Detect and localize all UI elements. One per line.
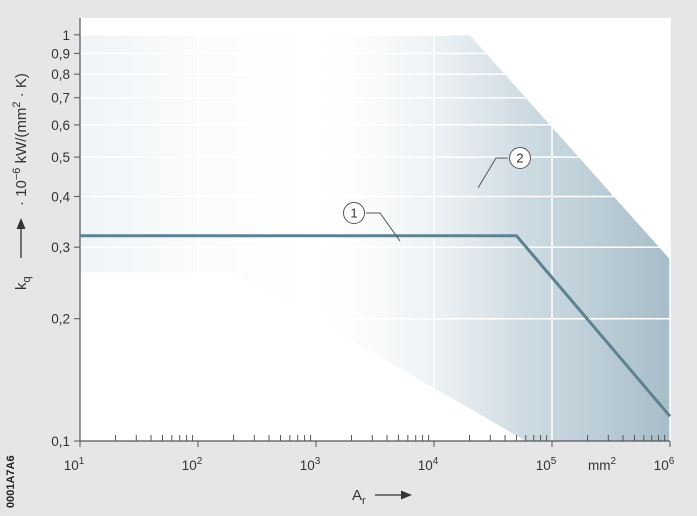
- y-tick-label: 0,4: [51, 189, 70, 204]
- x-tick-base: 10: [418, 458, 433, 473]
- x-tick-base: 10: [536, 458, 551, 473]
- x-tick-base: 10: [654, 458, 669, 473]
- series-1-line: [80, 234, 672, 418]
- y-unit-prefix: · 10: [13, 180, 30, 206]
- y-unit-suffix: · K): [13, 73, 30, 101]
- y-tick-label: 0,7: [51, 91, 70, 106]
- y-tick-label: 0,6: [51, 118, 70, 133]
- y-axis-title: kq · 10−6 kW/(mm2 · K): [11, 73, 33, 290]
- y-axis-arrow-head: [16, 218, 26, 229]
- callout-2-leader: [477, 157, 508, 189]
- x-axis-arrow-head: [401, 490, 412, 500]
- x-tick-base: 10: [64, 458, 79, 473]
- x-tick-label: 103: [300, 456, 321, 473]
- x-axis-label-sub: r: [362, 495, 366, 507]
- y-tick-label: 0,1: [51, 434, 70, 449]
- x-unit-exp: 2: [611, 456, 617, 467]
- x-tick-label: 101: [64, 456, 85, 473]
- x-tick-exp: 1: [79, 456, 85, 467]
- y-axis-label: kq: [13, 276, 33, 290]
- callout-1: 1: [343, 202, 401, 242]
- y-unit-mid: kW/(mm: [13, 108, 30, 168]
- y-tick-label: 0,5: [51, 150, 70, 165]
- x-axis-label: Ar: [352, 487, 366, 507]
- callout-2: 2: [477, 147, 531, 189]
- y-axis-label-base: k: [13, 282, 30, 290]
- x-tick-exp: 2: [197, 456, 203, 467]
- x-minor-ticks: [115, 435, 666, 441]
- x-tick-label: 102: [182, 456, 203, 473]
- x-axis-label-base: A: [352, 487, 362, 504]
- x-axis-title: Ar: [352, 487, 412, 507]
- x-tick-base: 10: [300, 458, 315, 473]
- x-tick-label: 105: [536, 456, 557, 473]
- y-tick-labels: 0,1 0,2 0,3 0,4 0,5 0,6 0,7 0,8 0,9 1: [51, 28, 80, 449]
- x-tick-label: 106: [654, 456, 675, 473]
- callout-1-leader: [366, 212, 401, 242]
- callout-1-label: 1: [350, 206, 357, 221]
- y-tick-label: 0,3: [51, 240, 70, 255]
- x-unit-label: mm2: [588, 456, 617, 473]
- y-axis-label-sub: q: [21, 276, 33, 282]
- x-tick-exp: 3: [315, 456, 321, 467]
- x-tick-exp: 4: [433, 456, 439, 467]
- y-tick-label: 0,8: [51, 67, 70, 82]
- callout-1-circle: [343, 202, 365, 224]
- x-tick-label: 104: [418, 456, 439, 473]
- x-tick-labels: 101 102 103 104 105 106: [64, 441, 675, 473]
- x-unit-base: mm: [588, 458, 611, 473]
- y-tick-label: 1: [62, 28, 70, 43]
- grid: [80, 18, 671, 441]
- image-code: 0001A7A6: [5, 455, 17, 508]
- y-tick-label: 0,2: [51, 312, 70, 327]
- callout-2-label: 2: [516, 151, 523, 166]
- y-unit-exp2: 2: [11, 101, 23, 107]
- x-tick-exp: 5: [551, 456, 557, 467]
- x-tick-base: 10: [182, 458, 197, 473]
- y-unit-exp: −6: [11, 168, 23, 181]
- callout-2-circle: [509, 147, 531, 169]
- x-tick-exp: 6: [669, 456, 675, 467]
- confidence-band: [80, 34, 670, 442]
- y-tick-label: 0,9: [51, 46, 70, 61]
- y-axis-unit: · 10−6 kW/(mm2 · K): [11, 73, 30, 206]
